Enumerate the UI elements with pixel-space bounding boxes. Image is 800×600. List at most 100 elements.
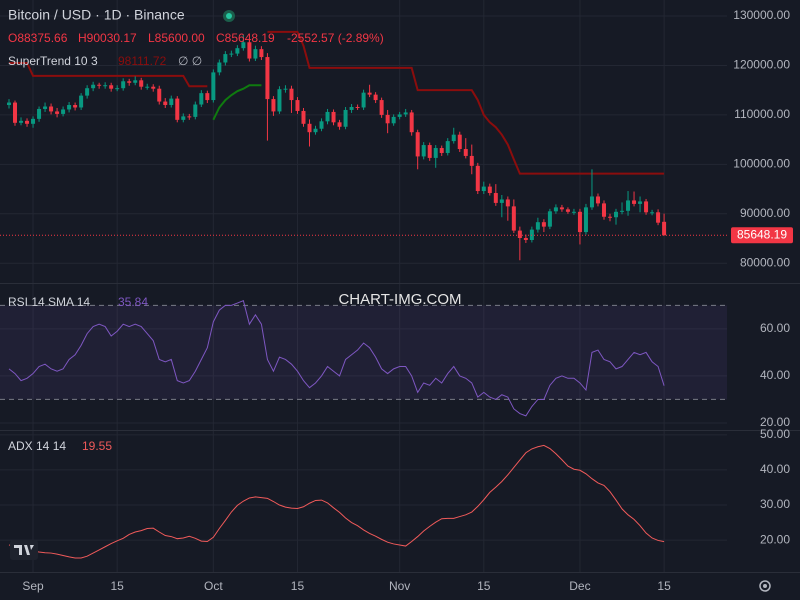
candle-body [193, 104, 198, 117]
y-tick-label: 120000.00 [733, 58, 790, 72]
candle-body [13, 102, 18, 123]
plot-content: Sep 15 Oct 15 Nov 15 Dec 15 80000.00 90000.00 1000… [0, 0, 793, 593]
candle-body [397, 114, 402, 117]
candle-body [463, 149, 468, 156]
x-tick-label: Oct [204, 579, 223, 593]
candle-body [577, 211, 582, 233]
candle-body [475, 165, 480, 192]
supertrend-line [9, 61, 208, 88]
candle-body [163, 101, 168, 106]
y-tick-label: 110000.00 [734, 107, 790, 121]
x-tick-label: 15 [291, 579, 305, 593]
candle-body [529, 229, 534, 240]
candle-body [608, 216, 612, 218]
indicator-line [8, 444, 665, 559]
candle-body [511, 206, 516, 231]
supertrend-line [267, 30, 665, 175]
candle-body [559, 207, 564, 210]
indicator-line [8, 300, 665, 417]
candle-body [67, 105, 72, 110]
indicator-label: SuperTrend 10 3 [8, 54, 98, 68]
last-price-label: 85648.19 [737, 227, 787, 241]
candle-body [109, 85, 114, 89]
supertrend-line [212, 84, 262, 121]
candle-body [235, 48, 240, 54]
x-tick-label: Sep [22, 579, 44, 593]
candle-body [217, 62, 222, 73]
candle-body [247, 42, 252, 59]
adx-value: 19.55 [82, 439, 112, 453]
candle-body [650, 212, 655, 214]
candle-body [632, 200, 637, 204]
y-tick-label: 130000.00 [733, 8, 790, 22]
y-tick-label: 40.00 [760, 368, 790, 382]
settings-icon[interactable] [759, 580, 771, 592]
candle-body [97, 84, 102, 86]
indicator-icons: ∅ ∅ [178, 54, 202, 68]
candle-body [355, 106, 360, 108]
candle-body [157, 88, 162, 102]
candle-body [433, 148, 438, 158]
candle-body [487, 186, 492, 194]
candle-body [19, 120, 24, 123]
rsi-label: RSI 14 SMA 14 [8, 295, 90, 309]
candle-body [145, 86, 150, 88]
candle-body [589, 196, 594, 208]
candle-body [73, 105, 78, 108]
y-tick-label: 90000.00 [740, 206, 790, 220]
candle-body [151, 86, 156, 89]
indicator-value: 98111.72 [118, 54, 167, 68]
x-tick-label: Nov [389, 579, 410, 593]
candle-body [49, 106, 54, 112]
candle-body [638, 201, 643, 204]
candle-body [301, 110, 306, 124]
candle-body [253, 49, 258, 59]
candle-body [211, 72, 216, 101]
candle-body [7, 102, 11, 106]
candle-body [25, 120, 30, 124]
candle-body [403, 112, 408, 115]
candle-body [391, 116, 396, 124]
y-tick-label: 80000.00 [740, 255, 790, 269]
candle-body [367, 92, 372, 95]
candle-body [415, 132, 420, 157]
candle-body [121, 81, 126, 89]
candle-body [169, 98, 174, 106]
candle-body [553, 207, 558, 212]
candle-body [61, 109, 66, 114]
y-tick-label: 20.00 [760, 532, 790, 546]
x-tick-label: 15 [111, 579, 125, 593]
candle-body [133, 80, 138, 83]
candle-body [614, 211, 619, 218]
x-tick-label: 15 [657, 579, 671, 593]
adx-label: ADX 14 14 [8, 439, 66, 453]
candle-body [349, 106, 354, 110]
candle-body [547, 211, 552, 227]
candle-body [457, 134, 462, 150]
candle-body [331, 111, 336, 123]
candle-body [571, 211, 576, 213]
candle-body [295, 100, 300, 111]
candle-body [565, 209, 570, 212]
candle-body [499, 199, 504, 203]
y-tick-label: 40.00 [760, 462, 790, 476]
candle-body [31, 118, 36, 124]
candle-body [601, 203, 606, 217]
candle-body [265, 57, 270, 100]
y-tick-label: 20.00 [760, 415, 790, 429]
ohlc-low: L85600.00 [148, 31, 205, 45]
candle-body [379, 100, 384, 115]
y-tick-label: 100000.00 [733, 157, 790, 171]
candle-body [583, 207, 588, 233]
candle-body [307, 123, 312, 133]
candle-body [517, 230, 522, 239]
candle-body [277, 89, 282, 112]
candle-body [445, 141, 450, 153]
candle-body [91, 84, 96, 89]
candle-body [37, 108, 42, 119]
candle-body [469, 155, 474, 166]
chart-title: Bitcoin / USD · 1D · Binance [8, 7, 185, 23]
last-price-tag [731, 227, 793, 244]
watermark: CHART-IMG.COM [338, 291, 461, 308]
